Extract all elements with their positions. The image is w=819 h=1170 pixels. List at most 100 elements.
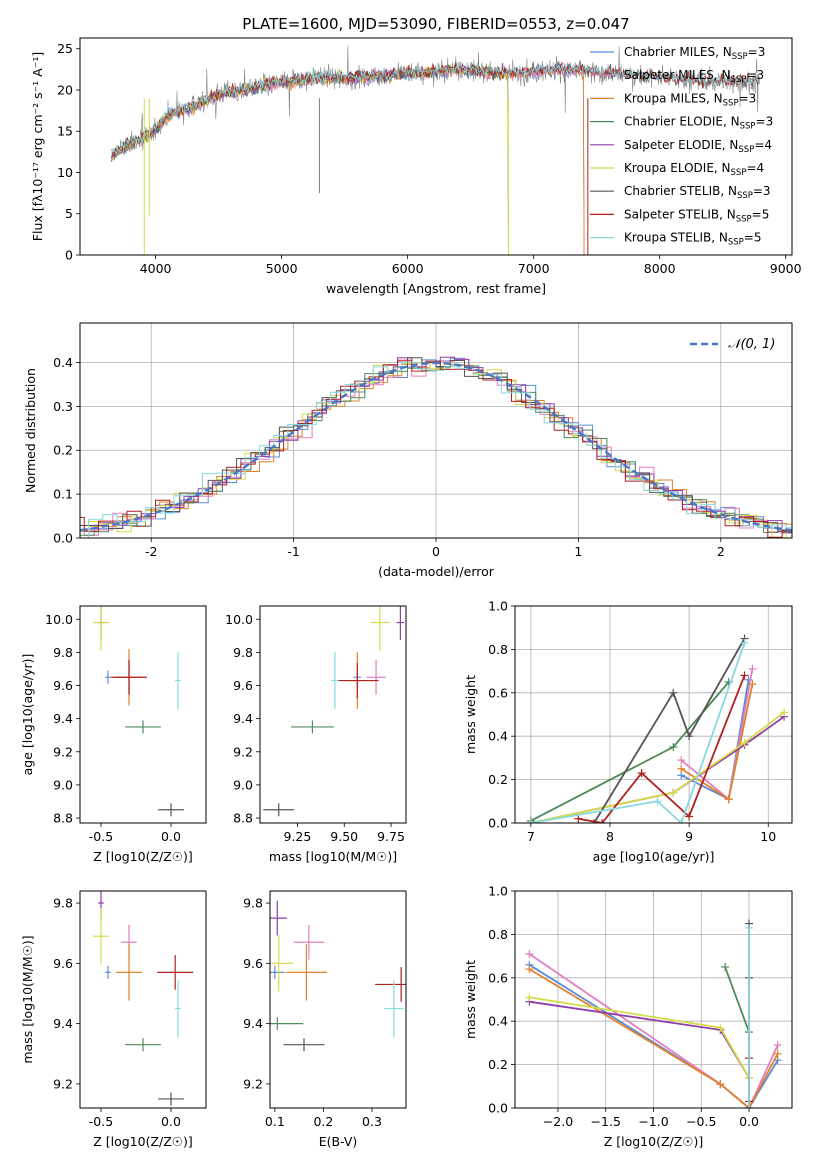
legend: 𝒩(0, 1): [690, 337, 775, 352]
x-tick-label: 8: [606, 829, 614, 844]
axes-frame: [79, 37, 793, 256]
y-tick-label: 8.8: [233, 811, 253, 826]
legend-subscript: SSP: [728, 238, 744, 248]
mass-weight-line: [680, 683, 754, 801]
legend-label: Salpeter ELODIE, N: [624, 138, 738, 152]
legend-label: 𝒩(0, 1): [728, 337, 775, 352]
x-tick-label: 5000: [266, 261, 298, 276]
mass-weight-line: [593, 638, 746, 823]
x-axis-label: E(B-V): [319, 1134, 358, 1149]
x-tick-label: 0.2: [313, 1114, 333, 1129]
legend-count: =4: [754, 138, 772, 152]
y-tick-label: 0.0: [488, 1101, 508, 1116]
axes-frame: [514, 605, 793, 824]
legend-subscript: SSP: [732, 52, 748, 62]
legend-count: =3: [739, 91, 757, 105]
x-tick-label: 9.25: [284, 829, 312, 844]
legend-entry: Kroupa STELIB, NSSP=5: [624, 231, 762, 248]
legend-subscript: SSP: [731, 75, 747, 85]
y-tick-label: 9.0: [233, 777, 253, 792]
x-tick-label: 0.3: [362, 1114, 382, 1129]
legend-count: =3: [748, 45, 766, 59]
x-tick-label: 0.0: [739, 1114, 759, 1129]
y-tick-label: 9.2: [53, 744, 73, 759]
panel-age_vs_mass: 9.25 9.50 9.75 8.8 9.0 9.2 9.4 9.6 9.8 10.0 mass […: [225, 605, 407, 864]
y-tick-label: 0.6: [488, 970, 508, 985]
y-tick-label: 0.2: [488, 772, 508, 787]
legend-count: =5: [744, 231, 762, 245]
plot-area: [270, 900, 406, 1052]
y-tick-label: 9.8: [233, 645, 253, 660]
x-tick-label: −1.0: [638, 1114, 668, 1129]
y-axis-label: mass [log10(M/M☉)]: [20, 935, 35, 1063]
y-tick-label: 15: [57, 124, 73, 139]
axes-frame: [79, 605, 207, 824]
legend-label: Kroupa ELODIE, N: [624, 161, 731, 175]
x-tick-label: -2: [145, 544, 157, 559]
y-tick-label: 9.2: [243, 1076, 263, 1091]
x-tick-label: 0.0: [161, 829, 181, 844]
x-axis-label: (data-model)/error: [378, 564, 495, 579]
y-tick-label: 9.8: [53, 645, 73, 660]
legend-subscript: SSP: [731, 168, 747, 178]
panel-mass_vs_EBV: 0.1 0.2 0.3 9.2 9.4 9.6 9.8 E(B-V): [243, 890, 407, 1149]
plot-area: [515, 606, 792, 823]
y-tick-label: 5: [65, 206, 73, 221]
x-tick-label: 6000: [392, 261, 424, 276]
model-spectrum-line: [111, 62, 509, 255]
legend-entry: Salpeter MILES, NSSP=3: [624, 68, 764, 85]
plot-area: [93, 606, 184, 817]
y-tick-label: 9.6: [53, 678, 73, 693]
x-tick-label: 4000: [140, 261, 172, 276]
panel-residuals: -2 -1 0 1 2 0.0 0.1 0.2 0.3 0.4 (data-model)/error…: [23, 322, 793, 579]
legend-entry: Kroupa MILES, NSSP=3: [624, 91, 756, 108]
legend-count: =4: [746, 161, 764, 175]
panel-age_vs_Z: -0.5 0.0 8.8 9.0 9.2 9.4 9.6 9.8 10.0 Z [log10(Z/…: [20, 605, 207, 864]
mass-weight-line: [724, 966, 750, 1108]
legend-label: Salpeter MILES, N: [624, 68, 731, 82]
mass-weight-line: [530, 642, 746, 823]
plot-area: [111, 45, 761, 255]
model-spectrum-line: [111, 62, 585, 255]
x-tick-label: 9.75: [377, 829, 405, 844]
histogram-steps: [80, 357, 792, 533]
axes-frame: [269, 890, 407, 1109]
y-tick-label: 0.4: [53, 355, 73, 370]
plot-area: [80, 323, 792, 538]
y-tick-label: 1.0: [488, 884, 508, 899]
y-tick-label: 9.2: [233, 744, 253, 759]
plot-area: [93, 891, 194, 1106]
x-axis-label: wavelength [Angstrom, rest frame]: [326, 281, 546, 296]
mass-weight-line: [529, 996, 750, 1079]
y-tick-label: 9.6: [53, 956, 73, 971]
legend-entry: Chabrier MILES, NSSP=3: [624, 45, 765, 62]
legend-count: =3: [756, 115, 774, 129]
x-axis-label: mass [log10(M/M☉)]: [269, 849, 397, 864]
y-tick-label: 9.4: [53, 1016, 73, 1031]
panel-mass_weight_vs_age: 7 8 9 10 0.0 0.2 0.4 0.6 0.8 1.0 age [log10(age/yr…: [463, 599, 793, 864]
y-tick-label: 0.6: [488, 685, 508, 700]
y-tick-label: 9.4: [53, 711, 73, 726]
histogram-steps: [80, 359, 792, 538]
y-tick-label: 9.0: [53, 777, 73, 792]
x-tick-label: −2.0: [543, 1114, 573, 1129]
y-tick-label: 0.1: [53, 487, 73, 502]
legend-label: Chabrier ELODIE, N: [624, 115, 740, 129]
mass-weight-line: [530, 711, 785, 823]
y-axis-label: age [log10(age/yr)]: [20, 654, 35, 776]
legend-subscript: SSP: [740, 122, 756, 132]
x-tick-label: 10: [760, 829, 776, 844]
x-tick-label: 9: [685, 829, 693, 844]
panel-spectrum: 4000 5000 6000 7000 8000 9000 0 5 10 15 20 25 wavele…: [30, 37, 802, 296]
legend-entry: Chabrier STELIB, NSSP=3: [624, 184, 771, 201]
y-axis-label: mass weight: [463, 675, 478, 754]
y-tick-label: 1.0: [488, 599, 508, 614]
x-tick-label: -0.5: [89, 1114, 113, 1129]
x-tick-label: 0: [432, 544, 440, 559]
legend-label: Salpeter STELIB, N: [624, 207, 736, 221]
y-axis-label: Flux [fλ10⁻¹⁷ erg cm⁻² s⁻¹ A⁻¹]: [30, 52, 45, 241]
mass-weight-line: [530, 681, 730, 822]
x-tick-label: -0.5: [89, 829, 113, 844]
